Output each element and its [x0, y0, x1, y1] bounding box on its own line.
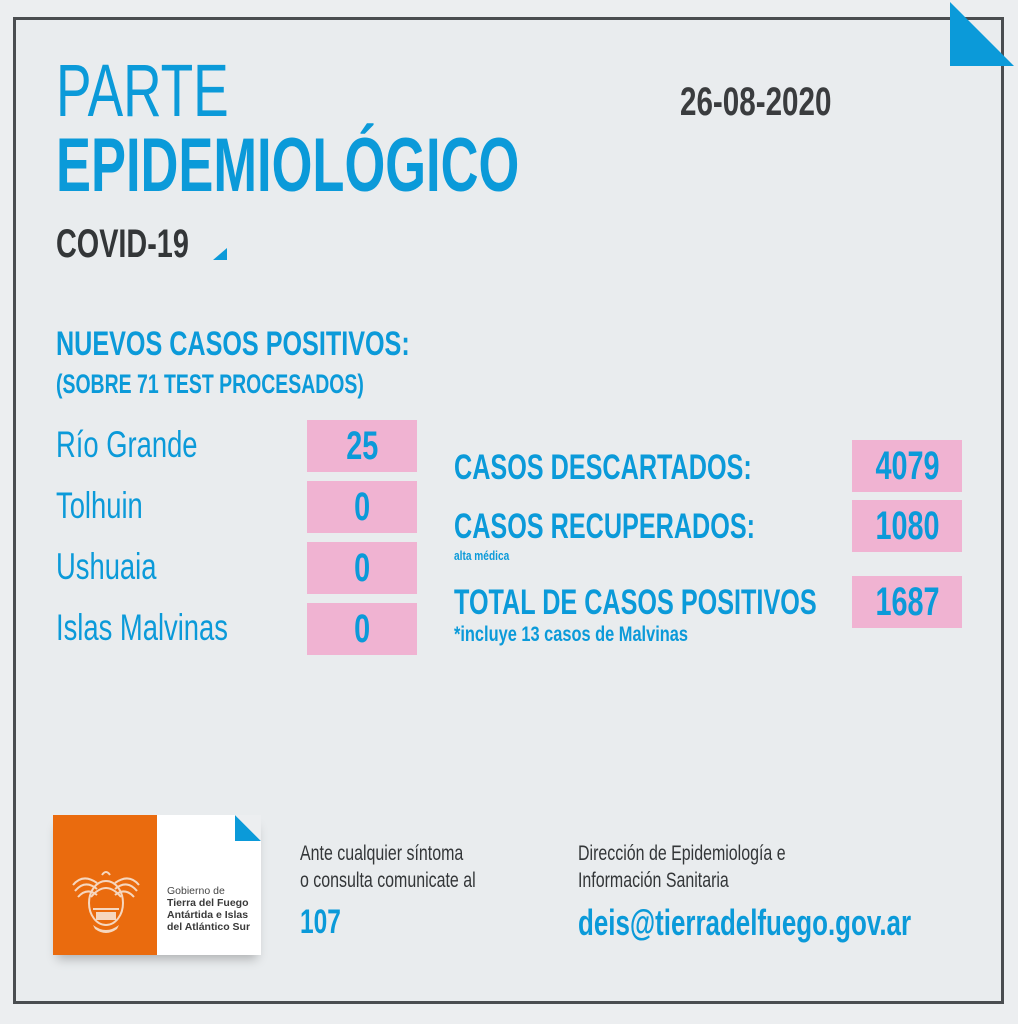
city-row-ushuaia: Ushuaia 0 [56, 542, 426, 594]
recovered-label: CASOS RECUPERADOS: [454, 507, 756, 546]
discarded-value: 4079 [852, 440, 962, 492]
provincial-coat-of-arms-icon [72, 871, 140, 933]
city-value: 25 [307, 420, 417, 472]
city-row-tolhuin: Tolhuin 0 [56, 481, 426, 533]
department-line-1: Dirección de Epidemiología e [578, 842, 786, 865]
recovered-value: 1080 [852, 500, 962, 552]
city-name: Río Grande [56, 424, 198, 465]
city-name: Islas Malvinas [56, 607, 228, 648]
total-positive-value: 1687 [852, 576, 962, 628]
city-value: 0 [307, 603, 417, 655]
phone-number[interactable]: 107 [300, 903, 341, 941]
city-row-rio-grande: Río Grande 25 [56, 420, 426, 472]
title-line-1: PARTE [56, 49, 229, 132]
logo-fold-triangle-icon [235, 815, 261, 841]
corner-triangle-icon [950, 2, 1014, 66]
logo-text: Gobierno de Tierra del Fuego Antártida e… [167, 885, 251, 933]
city-name: Tolhuin [56, 485, 143, 526]
recovered-note: alta médica [454, 548, 510, 563]
city-value: 0 [307, 542, 417, 594]
title-line-2: EPIDEMIOLÓGICO [56, 123, 520, 208]
discarded-label: CASOS DESCARTADOS: [454, 448, 752, 487]
city-row-islas-malvinas: Islas Malvinas 0 [56, 603, 426, 655]
subtitle: COVID-19 [56, 222, 189, 266]
city-name: Ushuaia [56, 546, 157, 587]
small-triangle-icon [213, 248, 227, 260]
email-link[interactable]: deis@tierradelfuego.gov.ar [578, 902, 912, 943]
total-positive-label: TOTAL DE CASOS POSITIVOS [454, 583, 817, 622]
report-date: 26-08-2020 [680, 80, 832, 124]
total-positive-note: *incluye 13 casos de Malvinas [454, 623, 688, 646]
new-cases-heading: NUEVOS CASOS POSITIVOS: [56, 325, 410, 363]
city-value: 0 [307, 481, 417, 533]
contact-line-2: o consulta comunicate al [300, 869, 476, 892]
new-cases-subheading: (SOBRE 71 TEST PROCESADOS) [56, 369, 364, 399]
department-line-2: Información Sanitaria [578, 869, 729, 892]
contact-line-1: Ante cualquier síntoma [300, 842, 464, 865]
government-logo: Gobierno de Tierra del Fuego Antártida e… [53, 815, 261, 955]
